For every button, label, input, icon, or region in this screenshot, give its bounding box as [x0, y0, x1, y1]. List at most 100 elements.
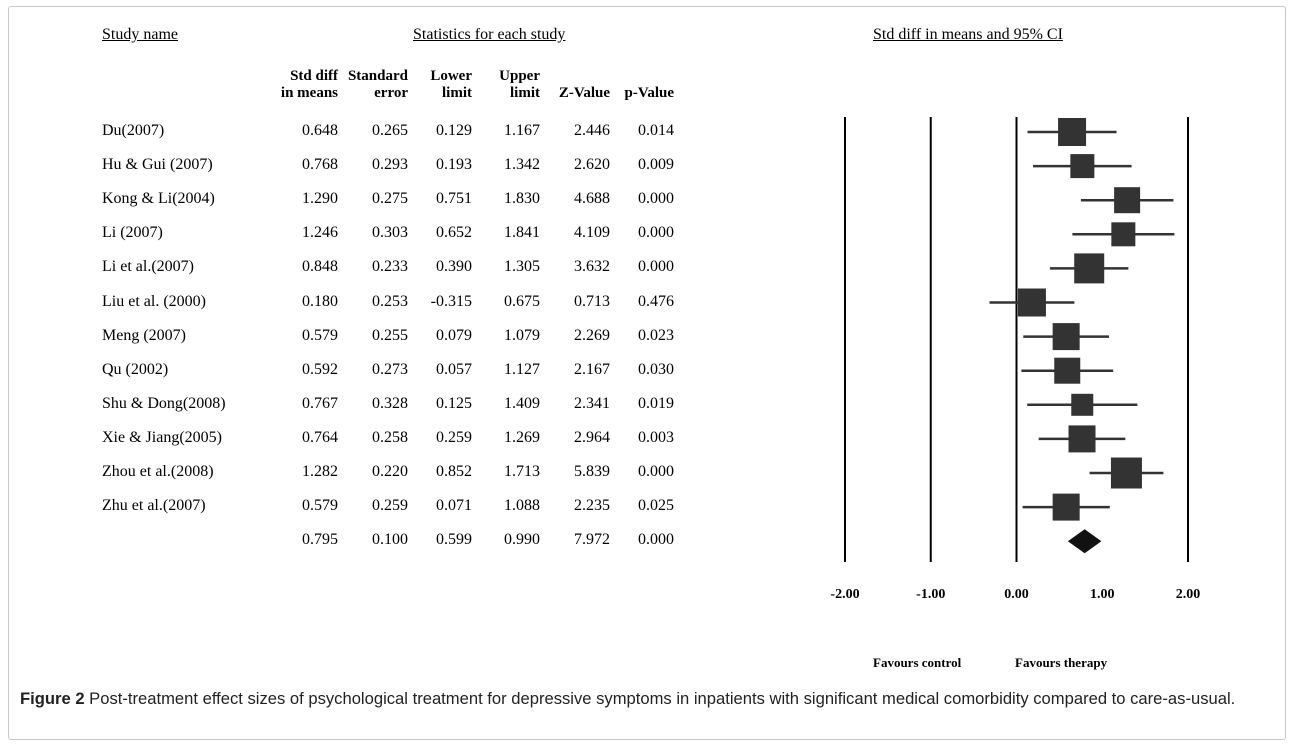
cell-z-value: 4.688 — [574, 190, 610, 208]
effect-marker — [1071, 393, 1094, 416]
cell-std-diff: 0.764 — [302, 428, 338, 446]
cell-std-diff: 0.648 — [302, 122, 338, 139]
cell-lower-limit: 0.751 — [436, 190, 472, 208]
effect-marker — [1052, 323, 1080, 351]
cell-lower-limit: 0.599 — [436, 531, 472, 549]
study-name: Zhu et al.(2007) — [102, 497, 206, 515]
study-name: Li et al.(2007) — [102, 258, 194, 276]
study-name: Shu & Dong(2008) — [102, 394, 226, 412]
cell-std-diff: 0.579 — [302, 497, 338, 515]
cell-z-value: 2.964 — [574, 428, 610, 446]
cell-z-value: 2.446 — [574, 122, 610, 139]
cell-std-error: 0.255 — [372, 326, 408, 344]
column-header-std-error: Standard error — [347, 68, 408, 101]
cell-std-error: 0.265 — [372, 122, 408, 139]
cell-upper-limit: 1.167 — [504, 122, 540, 139]
cell-p-value: 0.030 — [638, 360, 674, 378]
study-name: Zhou et al.(2008) — [102, 463, 214, 480]
cell-z-value: 7.972 — [574, 531, 610, 549]
cell-std-diff: 0.592 — [302, 360, 338, 378]
favours-control-label: Favours control — [873, 655, 962, 670]
figure-frame — [8, 6, 1286, 740]
effect-marker — [1111, 222, 1136, 247]
cell-std-diff: 0.768 — [302, 156, 338, 174]
cell-p-value: 0.025 — [638, 497, 674, 515]
column-header-std-diff: Std diff in means — [280, 68, 338, 101]
x-tick-label: 0.00 — [1004, 587, 1029, 602]
caption-text: Post-treatment effect sizes of psycholog… — [84, 689, 1231, 708]
cell-lower-limit: -0.315 — [430, 292, 472, 310]
cell-std-error: 0.259 — [372, 497, 408, 515]
caption-label: Figure 2 — [20, 689, 85, 708]
cell-z-value: 4.109 — [574, 224, 610, 242]
caption-end: . — [1230, 689, 1236, 708]
cell-p-value: 0.000 — [638, 190, 674, 208]
column-header-p-value: p-Value — [624, 85, 674, 101]
cell-upper-limit: 1.830 — [504, 190, 540, 208]
effect-marker — [1070, 154, 1095, 179]
figure-caption: Figure 2 Post-treatment effect sizes of … — [20, 687, 1276, 710]
cell-std-diff: 1.290 — [302, 190, 338, 208]
effect-marker — [1068, 425, 1096, 453]
x-tick-label: 1.00 — [1090, 587, 1115, 602]
cell-lower-limit: 0.259 — [436, 428, 472, 446]
cell-std-diff: 0.848 — [302, 258, 338, 276]
cell-std-diff: 0.795 — [302, 531, 338, 549]
cell-upper-limit: 1.409 — [504, 394, 540, 412]
effect-marker — [1114, 187, 1141, 214]
study-name: Li (2007) — [102, 224, 163, 242]
cell-lower-limit: 0.193 — [436, 156, 472, 174]
cell-std-error: 0.253 — [372, 292, 408, 310]
cell-p-value: 0.000 — [638, 224, 674, 242]
cell-p-value: 0.009 — [638, 156, 674, 174]
cell-std-error: 0.293 — [372, 156, 408, 174]
cell-std-error: 0.220 — [372, 463, 408, 480]
cell-z-value: 2.235 — [574, 497, 610, 515]
cell-lower-limit: 0.125 — [436, 394, 472, 412]
study-name: Xie & Jiang(2005) — [102, 428, 222, 446]
cell-upper-limit: 1.305 — [504, 258, 540, 276]
cell-std-error: 0.275 — [372, 190, 408, 208]
cell-z-value: 2.341 — [574, 394, 610, 412]
column-header-lower-limit: Lower limit — [430, 68, 472, 101]
effect-marker — [1110, 457, 1142, 489]
cell-upper-limit: 1.269 — [504, 428, 540, 446]
cell-upper-limit: 0.990 — [504, 531, 540, 549]
cell-lower-limit: 0.390 — [436, 258, 472, 276]
effect-marker — [1054, 357, 1081, 384]
effect-marker — [1017, 288, 1046, 317]
cell-lower-limit: 0.071 — [436, 497, 472, 515]
effect-marker — [1058, 118, 1087, 146]
x-tick-label: 2.00 — [1175, 587, 1201, 602]
statistics-header: Statistics for each study — [413, 26, 566, 43]
cell-std-diff: 0.579 — [302, 326, 338, 344]
cell-upper-limit: 1.079 — [504, 326, 540, 344]
study-name: Liu et al. (2000) — [102, 292, 206, 310]
cell-lower-limit: 0.057 — [436, 360, 472, 378]
cell-p-value: 0.003 — [638, 428, 674, 446]
summary-diamond — [1067, 529, 1102, 554]
study-name: Kong & Li(2004) — [102, 190, 215, 208]
cell-std-diff: 1.246 — [302, 224, 338, 242]
cell-upper-limit: 1.342 — [504, 156, 540, 174]
cell-std-error: 0.233 — [372, 258, 408, 276]
study-name: Meng (2007) — [102, 326, 186, 344]
cell-upper-limit: 1.841 — [504, 224, 540, 242]
cell-std-error: 0.328 — [372, 394, 408, 412]
cell-p-value: 0.000 — [638, 258, 674, 276]
cell-std-error: 0.258 — [372, 428, 408, 446]
cell-p-value: 0.014 — [638, 122, 674, 139]
x-tick-label: -2.00 — [830, 587, 860, 602]
column-header-z-value: Z-Value — [558, 85, 610, 101]
cell-upper-limit: 0.675 — [504, 292, 540, 310]
cell-upper-limit: 1.127 — [504, 360, 540, 378]
cell-z-value: 2.167 — [574, 360, 610, 378]
cell-lower-limit: 0.852 — [436, 463, 472, 480]
cell-lower-limit: 0.652 — [436, 224, 472, 242]
study-name: Du(2007) — [102, 122, 165, 139]
cell-p-value: 0.019 — [638, 394, 674, 412]
cell-z-value: 5.839 — [574, 463, 610, 480]
favours-therapy-label: Favours therapy — [1015, 655, 1108, 670]
cell-z-value: 3.632 — [574, 258, 610, 276]
